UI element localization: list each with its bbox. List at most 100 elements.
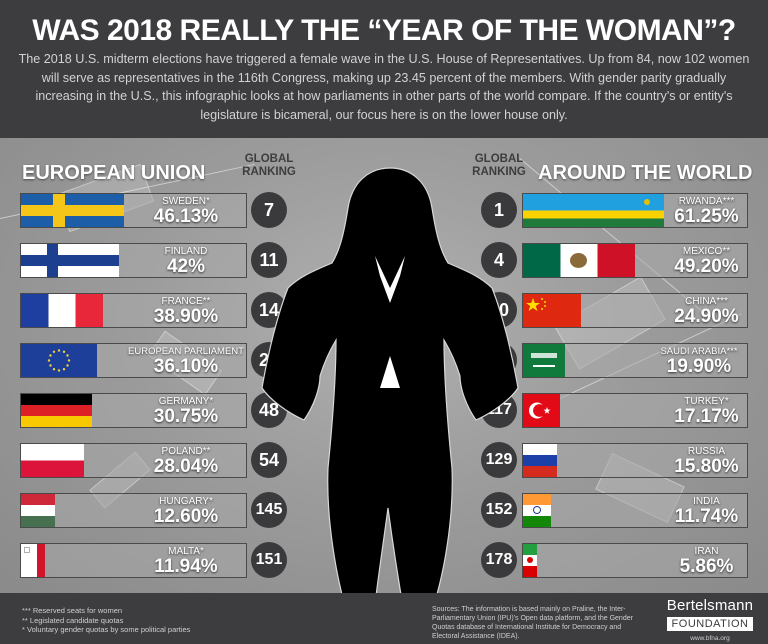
country-name: RUSSIA <box>687 446 726 457</box>
country-name: GERMANY* <box>158 396 214 407</box>
country-name: HUNGARY* <box>159 496 213 507</box>
world-row-rwanda: RWANDA*** 61.25% <box>522 193 748 228</box>
country-label: INDIA 11.74% <box>664 496 749 527</box>
country-label: POLAND** 28.04% <box>124 446 248 477</box>
world-row-saudi-arabia: SAUDI ARABIA*** 19.90% <box>522 343 748 378</box>
eu-row-sweden: SWEDEN* 46.13% <box>20 193 247 228</box>
women-percentage: 19.90% <box>666 356 732 377</box>
world-row-russia: RUSSIA 15.80% <box>522 443 748 478</box>
eu-section-title: EUROPEAN UNION <box>22 162 206 184</box>
global-rank-badge: 129 <box>481 442 517 478</box>
ranking-label-line2: RANKING <box>472 166 526 178</box>
world-row-mexico: MEXICO** 49.20% <box>522 243 748 278</box>
world-row-turkey: TURKEY* 17.17% <box>522 393 748 428</box>
women-percentage: 36.10% <box>153 356 219 377</box>
france-flag <box>21 294 103 327</box>
ranking-label-line1: GLOBAL <box>474 153 524 165</box>
women-percentage: 12.60% <box>153 506 219 527</box>
coat-of-arms-icon <box>570 253 587 268</box>
eu-stars-icon <box>47 349 71 372</box>
country-label: SWEDEN* 46.13% <box>124 196 248 227</box>
country-name: FINLAND <box>164 246 208 257</box>
women-percentage: 38.90% <box>153 306 219 327</box>
world-row-india: INDIA 11.74% <box>522 493 748 528</box>
blouse-collar <box>375 256 405 303</box>
country-label: FRANCE** 38.90% <box>124 296 248 327</box>
women-percentage: 30.75% <box>153 406 219 427</box>
ranking-label-line2: RANKING <box>242 166 296 178</box>
sword-icon <box>533 365 555 367</box>
women-percentage: 42% <box>166 256 206 277</box>
country-name: FRANCE** <box>161 296 211 307</box>
brand-name: Bertelsmann <box>666 597 754 614</box>
country-label: EUROPEAN PARLIAMENT 36.10% <box>124 346 248 377</box>
malta-flag <box>21 544 53 577</box>
women-percentage: 24.90% <box>674 306 739 327</box>
country-label: RUSSIA 15.80% <box>664 446 749 477</box>
footnote-voluntary-quotas: * Voluntary gender quotas by some politi… <box>22 625 191 634</box>
global-rank-badge: 48 <box>251 392 287 428</box>
country-label: IRAN 5.86% <box>664 546 749 577</box>
finland-flag <box>21 244 119 277</box>
eu-flag <box>21 344 97 377</box>
saudi-arabia-flag <box>523 344 565 377</box>
women-percentage: 49.20% <box>674 256 739 277</box>
page-title: WAS 2018 REALLY THE “YEAR OF THE WOMAN”? <box>32 14 736 47</box>
country-name: INDIA <box>693 496 720 507</box>
brand-sub: FOUNDATION <box>666 617 754 631</box>
country-label: RWANDA*** 61.25% <box>664 196 749 227</box>
header: WAS 2018 REALLY THE “YEAR OF THE WOMAN”?… <box>0 0 768 138</box>
country-label: TURKEY* 17.17% <box>664 396 749 427</box>
country-name: EUROPEAN PARLIAMENT <box>128 346 244 357</box>
turkey-flag <box>523 394 560 427</box>
intro-paragraph: The 2018 U.S. midterm elections have tri… <box>18 52 750 122</box>
eu-row-germany: GERMANY* 30.75% <box>20 393 247 428</box>
hungary-flag <box>21 494 55 527</box>
eu-row-france: FRANCE** 38.90% <box>20 293 247 328</box>
jacket-opening <box>380 356 400 388</box>
global-rank-badge: 1 <box>481 192 517 228</box>
global-rank-badge: 4 <box>481 242 517 278</box>
eu-row-hungary: HUNGARY* 12.60% <box>20 493 247 528</box>
global-rank-badge: 178 <box>481 542 517 578</box>
country-name: SAUDI ARABIA*** <box>660 346 738 357</box>
global-rank-badge: 145 <box>251 492 287 528</box>
country-name: RWANDA*** <box>678 196 735 207</box>
george-cross-icon <box>24 547 30 553</box>
mexico-flag <box>523 244 635 277</box>
global-rank-badge: 7 <box>251 192 287 228</box>
women-percentage: 61.25% <box>674 206 739 227</box>
global-rank-badge: 11 <box>251 242 287 278</box>
country-label: MEXICO** 49.20% <box>664 246 749 277</box>
country-label: MALTA* 11.94% <box>124 546 248 577</box>
women-percentage: 15.80% <box>674 456 739 477</box>
women-percentage: 11.74% <box>674 506 739 527</box>
country-name: CHINA*** <box>685 296 728 307</box>
country-label: HUNGARY* 12.60% <box>124 496 248 527</box>
eu-row-finland: FINLAND 42% <box>20 243 247 278</box>
footnote-reserved-seats: *** Reserved seats for women <box>22 606 123 615</box>
world-ranking-heading: GLOBAL RANKING <box>469 153 529 179</box>
world-row-iran: IRAN 5.86% <box>522 543 748 578</box>
germany-flag <box>21 394 92 427</box>
footnotes: *** Reserved seats for women ** Legislat… <box>22 606 190 635</box>
chakra-icon <box>533 506 541 514</box>
global-rank-badge: 152 <box>481 492 517 528</box>
women-percentage: 46.13% <box>153 206 219 227</box>
country-name: MEXICO** <box>682 246 731 257</box>
russia-flag <box>523 444 557 477</box>
country-label: CHINA*** 24.90% <box>664 296 749 327</box>
india-flag <box>523 494 551 527</box>
country-name: IRAN <box>694 546 719 557</box>
emblem-icon <box>527 557 533 563</box>
eu-row-poland: POLAND** 28.04% <box>20 443 247 478</box>
country-label: SAUDI ARABIA*** 19.90% <box>649 346 749 377</box>
woman-silhouette <box>261 167 519 623</box>
brand-url[interactable]: www.bfna.org <box>690 635 730 642</box>
women-percentage: 11.94% <box>154 556 218 577</box>
country-name: TURKEY* <box>684 396 729 407</box>
brand-logo: Bertelsmann FOUNDATION www.bfna.org <box>660 598 760 642</box>
country-name: MALTA* <box>168 546 204 557</box>
world-section-title: AROUND THE WORLD <box>538 162 753 184</box>
global-rank-badge: 151 <box>251 542 287 578</box>
